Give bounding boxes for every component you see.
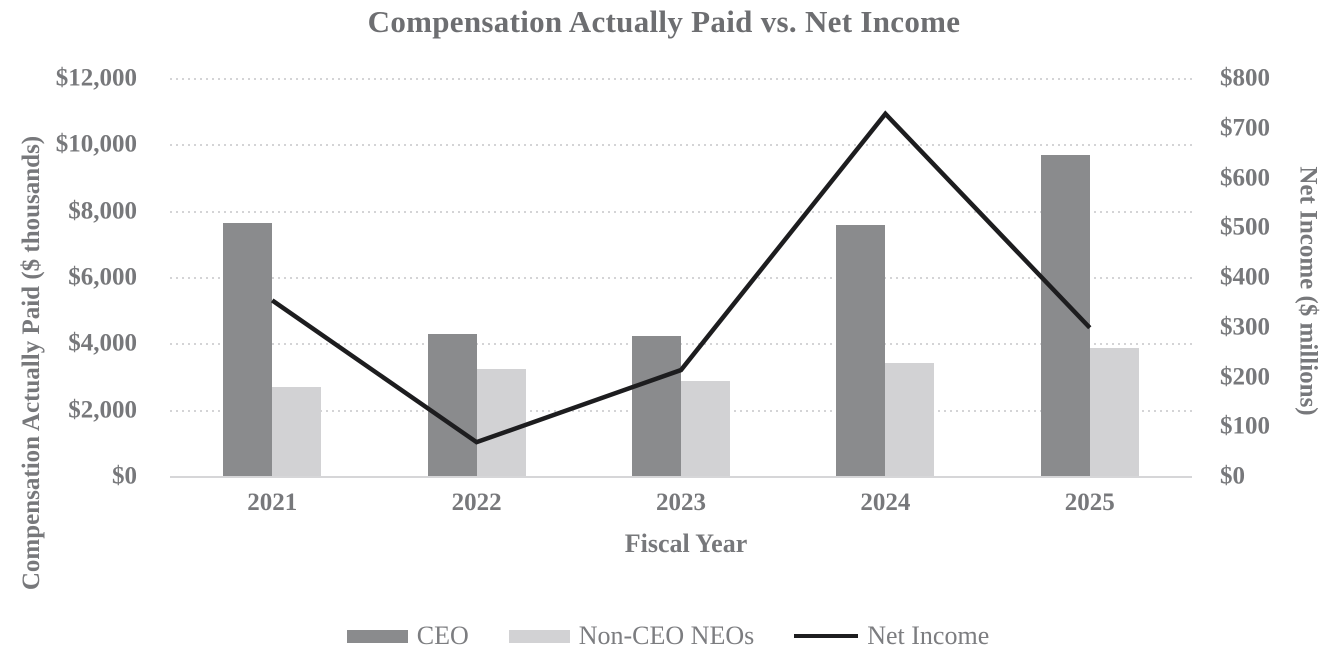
x-axis-tick-label-2025: 2025 <box>1064 489 1115 516</box>
bar-non-ceo-neos-2021 <box>272 387 322 477</box>
right-axis-tick-label: $700 <box>1220 114 1270 142</box>
bar-non-ceo-neos-2023 <box>681 380 730 477</box>
legend-item-non-ceo-neos: Non-CEO NEOs <box>508 621 755 651</box>
bar-non-ceo-neos-2024 <box>885 362 935 477</box>
chart-title: Compensation Actually Paid vs. Net Incom… <box>367 4 961 39</box>
gridline <box>170 343 1192 346</box>
x-axis-tick-label-2022: 2022 <box>451 489 502 516</box>
net-income-line-marker-icon <box>794 634 859 638</box>
bar-ceo-2023 <box>632 336 681 477</box>
left-axis-tick-label: $2,000 <box>68 396 137 424</box>
legend: CEO Non-CEO NEOs Net Income <box>0 619 1328 653</box>
legend-label-net-income: Net Income <box>867 621 990 650</box>
legend-item-net-income: Net Income <box>794 621 989 651</box>
x-axis-tick-label-2024: 2024 <box>860 489 911 516</box>
non-ceo-neos-swatch-icon <box>508 629 570 643</box>
right-axis-tick-label: $800 <box>1220 64 1270 92</box>
x-axis-title: Fiscal Year <box>624 529 748 558</box>
bar-ceo-2022 <box>427 334 477 477</box>
x-axis-line <box>170 476 1192 478</box>
left-axis-tick-label: $12,000 <box>55 64 137 92</box>
left-axis-tick-label: $4,000 <box>68 329 137 357</box>
bar-non-ceo-neos-2022 <box>476 369 526 477</box>
right-axis-tick-label: $600 <box>1220 163 1270 191</box>
gridline <box>170 144 1192 147</box>
bar-ceo-2021 <box>223 223 273 477</box>
legend-item-ceo: CEO <box>346 621 469 651</box>
net-income-line <box>270 110 1092 445</box>
left-axis-tick-label: $0 <box>112 462 137 490</box>
gridline <box>170 78 1192 80</box>
legend-label-ceo: CEO <box>416 621 469 650</box>
right-axis-tick-label: $400 <box>1220 263 1270 291</box>
left-axis-tick-label: $10,000 <box>55 130 137 158</box>
legend-label-non-ceo-neos: Non-CEO NEOs <box>578 621 755 650</box>
x-axis-tick-label-2021: 2021 <box>247 489 298 516</box>
right-axis-tick-label: $500 <box>1220 213 1270 241</box>
bar-ceo-2024 <box>836 224 886 477</box>
right-axis-tick-label: $300 <box>1220 313 1270 341</box>
right-axis-tick-label: $100 <box>1220 412 1270 440</box>
left-axis-tick-label: $6,000 <box>68 263 137 291</box>
gridline <box>170 210 1192 213</box>
left-axis-tick-label: $8,000 <box>68 197 137 225</box>
x-axis-tick-label-2023: 2023 <box>656 489 706 516</box>
gridline <box>170 277 1192 279</box>
right-axis-tick-label: $200 <box>1220 362 1270 390</box>
right-axis-tick-label: $0 <box>1220 462 1245 490</box>
ceo-swatch-icon <box>346 629 408 643</box>
bar-non-ceo-neos-2025 <box>1089 347 1139 477</box>
